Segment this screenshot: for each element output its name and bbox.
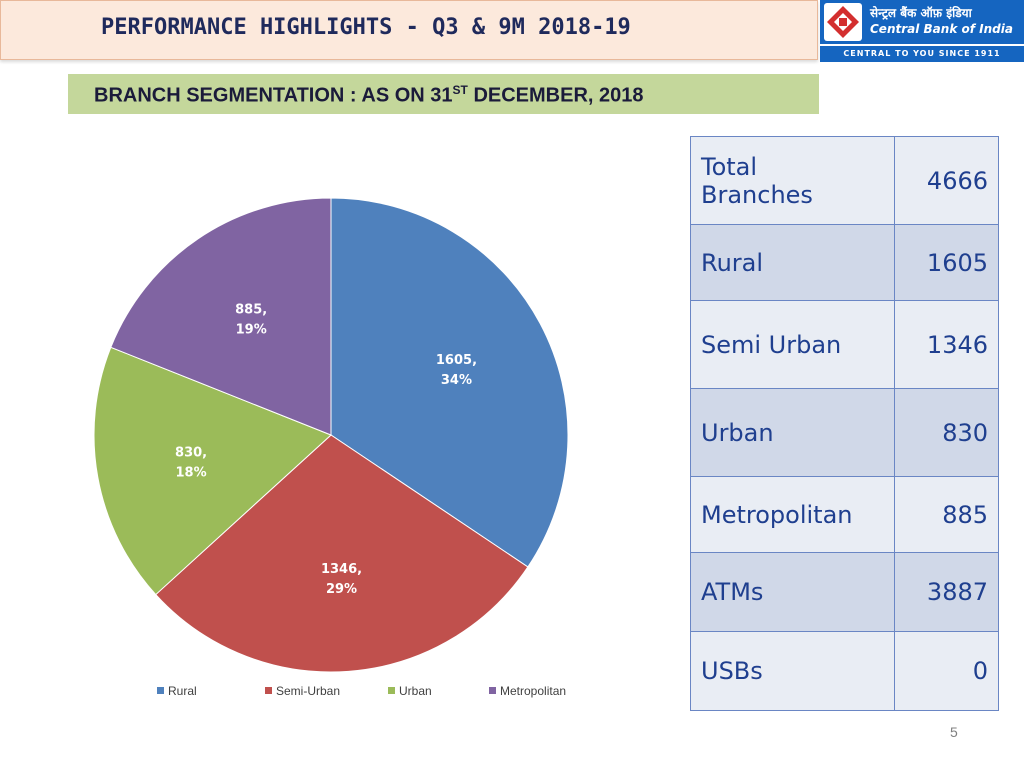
- data-label-percent-urban: 18%: [176, 465, 207, 480]
- table-row-usbs: USBs 0: [689, 631, 999, 711]
- rural-value: 1605: [894, 224, 999, 301]
- table-row-semi-urban: Semi Urban 1346: [689, 300, 999, 389]
- legend-swatch-rural: [157, 687, 164, 694]
- legend-swatch-semi-urban: [265, 687, 272, 694]
- semi-urban-value: 1346: [894, 300, 999, 389]
- data-label-percent-rural: 34%: [441, 373, 472, 388]
- title-bar: PERFORMANCE HIGHLIGHTS - Q3 & 9M 2018-19: [0, 0, 818, 60]
- urban-value: 830: [894, 388, 999, 477]
- atms-label: ATMs: [689, 552, 896, 632]
- table-row-atms: ATMs 3887: [689, 552, 999, 632]
- legend-item-rural: Rural: [157, 684, 197, 698]
- table-row-rural: Rural 1605: [689, 224, 999, 301]
- section-subtitle: BRANCH SEGMENTATION : AS ON 31ST DECEMBE…: [94, 83, 644, 108]
- subtitle-prefix: BRANCH SEGMENTATION : AS ON 31: [94, 84, 453, 107]
- legend-label-urban: Urban: [399, 684, 432, 698]
- table-row-urban: Urban 830: [689, 388, 999, 477]
- table-row-total-branches: Total Branches 4666: [689, 136, 999, 225]
- subtitle-suffix: DECEMBER, 2018: [467, 84, 644, 107]
- page-title: PERFORMANCE HIGHLIGHTS - Q3 & 9M 2018-19: [101, 15, 631, 40]
- pie-slice-metropolitan: [110, 197, 332, 436]
- legend-item-semi-urban: Semi-Urban: [265, 684, 340, 698]
- data-label-value-rural: 1605,: [436, 353, 477, 368]
- data-label-percent-metropolitan: 19%: [236, 322, 267, 337]
- metropolitan-label: Metropolitan: [689, 476, 896, 553]
- subtitle-bar: BRANCH SEGMENTATION : AS ON 31ST DECEMBE…: [68, 74, 819, 114]
- logo-english-text: Central Bank of India: [870, 22, 1013, 36]
- legend-label-rural: Rural: [168, 684, 197, 698]
- legend-label-semi-urban: Semi-Urban: [276, 684, 341, 698]
- pie-slice-rural: [330, 197, 569, 568]
- total-branches-value: 4666: [894, 136, 999, 225]
- pie-slice-semi-urban: [155, 434, 529, 673]
- legend-swatch-metropolitan: [489, 687, 496, 694]
- data-label-value-urban: 830,: [175, 445, 207, 460]
- legend-label-metropolitan: Metropolitan: [500, 684, 567, 698]
- branch-pie-chart: 1605, 34% 1346, 29% 830, 18% 885, 19%: [93, 197, 569, 673]
- logo-banner: सेन्ट्रल बैंक ऑफ़ इंडिया Central Bank of…: [820, 0, 1024, 44]
- total-branches-label: Total Branches: [689, 136, 896, 225]
- total-branches-label-line2: Branches: [701, 180, 813, 209]
- logo-tagline: CENTRAL TO YOU SINCE 1911: [820, 46, 1024, 62]
- urban-label: Urban: [689, 388, 896, 477]
- rural-label: Rural: [689, 224, 896, 301]
- branch-stats-table: Total Branches 4666 Rural 1605 Semi Urban…: [689, 136, 999, 711]
- metropolitan-value: 885: [894, 476, 999, 553]
- bank-logo: सेन्ट्रल बैंक ऑफ़ इंडिया Central Bank of…: [820, 0, 1024, 62]
- data-label-value-semi-urban: 1346,: [321, 562, 362, 577]
- subtitle-superscript: ST: [452, 83, 468, 97]
- pie-slice-urban: [93, 346, 332, 596]
- usbs-value: 0: [894, 631, 999, 711]
- legend-item-metropolitan: Metropolitan: [489, 684, 566, 698]
- total-branches-label-line1: Total: [701, 152, 758, 181]
- bank-emblem-icon: [824, 3, 862, 41]
- legend-item-urban: Urban: [388, 684, 432, 698]
- usbs-label: USBs: [689, 631, 896, 711]
- page-number: 5: [950, 724, 958, 740]
- atms-value: 3887: [894, 552, 999, 632]
- table-row-metropolitan: Metropolitan 885: [689, 476, 999, 553]
- semi-urban-label: Semi Urban: [689, 300, 896, 389]
- data-label-percent-semi-urban: 29%: [326, 582, 357, 597]
- logo-hindi-text: सेन्ट्रल बैंक ऑफ़ इंडिया: [870, 6, 972, 20]
- data-label-value-metropolitan: 885,: [235, 302, 267, 317]
- legend-swatch-urban: [388, 687, 395, 694]
